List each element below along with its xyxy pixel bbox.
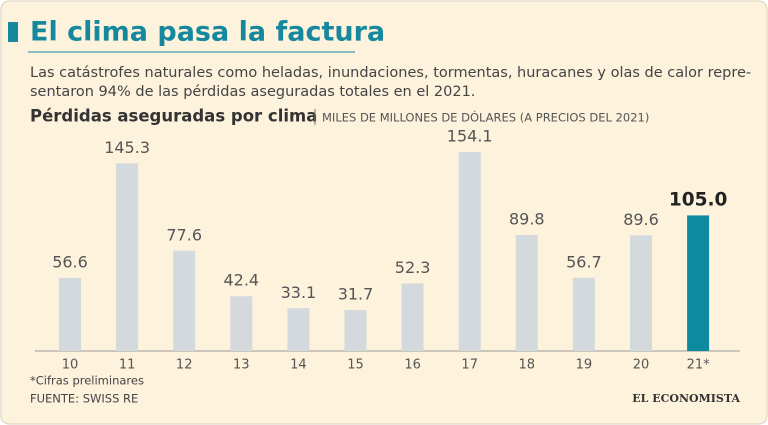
bar bbox=[116, 163, 139, 351]
bar bbox=[572, 277, 595, 351]
bar bbox=[687, 215, 710, 351]
bar bbox=[230, 296, 253, 351]
bar bbox=[515, 235, 538, 351]
value-label: 77.6 bbox=[166, 225, 202, 244]
x-tick-label: 13 bbox=[233, 358, 250, 373]
value-label: 145.3 bbox=[104, 138, 150, 157]
x-tick-label: 10 bbox=[62, 358, 79, 373]
x-tick-label: 16 bbox=[404, 358, 421, 373]
x-tick-label: 11 bbox=[119, 358, 136, 373]
brand: EL ECONOMISTA bbox=[632, 392, 740, 405]
note: *Cifras preliminares bbox=[30, 374, 144, 388]
value-label: 105.0 bbox=[669, 189, 728, 210]
plot-title: Pérdidas aseguradas por clima bbox=[30, 107, 317, 126]
x-tick-label: 21* bbox=[687, 358, 711, 373]
subtitle-line: Las catástrofes naturales como heladas, … bbox=[30, 65, 751, 81]
bar bbox=[630, 235, 652, 351]
source: FUENTE: SWISS RE bbox=[30, 392, 138, 406]
value-label: 42.4 bbox=[223, 271, 259, 290]
bar bbox=[401, 283, 424, 351]
value-label: 31.7 bbox=[338, 285, 374, 304]
value-label: 52.3 bbox=[395, 258, 431, 277]
bar bbox=[59, 277, 81, 351]
value-label: 33.1 bbox=[281, 283, 317, 302]
x-tick-label: 19 bbox=[576, 358, 593, 373]
x-tick-label: 12 bbox=[176, 358, 193, 373]
chart-title: El clima pasa la factura bbox=[30, 17, 385, 48]
bar bbox=[173, 250, 196, 351]
unit-label: MILES DE MILLONES DE DÓLARES (A PRECIOS … bbox=[322, 110, 649, 125]
bar bbox=[344, 310, 367, 351]
value-label: 154.1 bbox=[447, 127, 493, 146]
x-tick-label: 17 bbox=[461, 358, 478, 373]
x-tick-label: 20 bbox=[633, 358, 650, 373]
value-label: 56.6 bbox=[52, 252, 88, 271]
bar bbox=[287, 308, 310, 351]
value-label: 89.6 bbox=[623, 210, 659, 229]
bar bbox=[458, 152, 481, 351]
title-marker bbox=[8, 22, 18, 42]
subtitle-line: sentaron 94% de las pérdidas aseguradas … bbox=[30, 84, 475, 100]
x-tick-label: 15 bbox=[347, 358, 364, 373]
value-label: 89.8 bbox=[509, 210, 545, 229]
x-tick-label: 18 bbox=[519, 358, 536, 373]
value-label: 56.7 bbox=[566, 252, 602, 271]
x-tick-label: 14 bbox=[290, 358, 307, 373]
